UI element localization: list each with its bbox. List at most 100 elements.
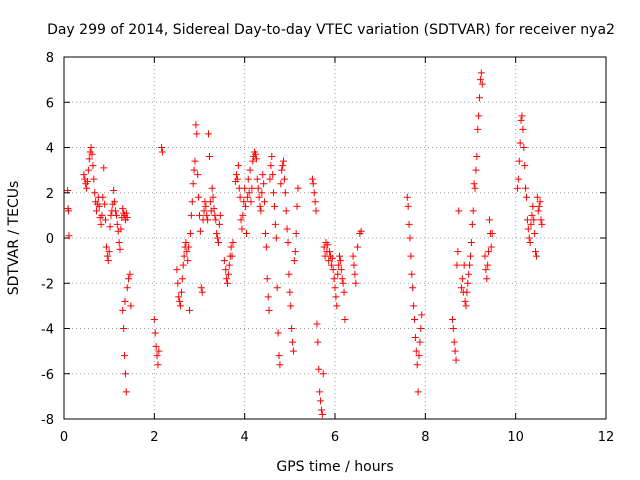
data-point bbox=[313, 320, 321, 328]
data-point bbox=[179, 261, 187, 269]
data-point bbox=[354, 243, 362, 251]
data-point bbox=[173, 266, 181, 274]
data-point bbox=[413, 361, 421, 369]
data-point bbox=[191, 157, 199, 165]
data-point bbox=[186, 229, 194, 237]
data-point bbox=[110, 186, 118, 194]
data-point bbox=[474, 125, 482, 133]
data-point bbox=[212, 216, 220, 224]
data-point bbox=[198, 288, 206, 296]
data-point bbox=[453, 261, 461, 269]
data-point bbox=[405, 220, 413, 228]
data-point bbox=[409, 284, 417, 292]
data-point bbox=[214, 234, 222, 242]
data-point bbox=[190, 166, 198, 174]
data-point bbox=[119, 306, 127, 314]
data-point bbox=[317, 397, 325, 405]
data-point bbox=[122, 388, 130, 396]
data-point bbox=[195, 193, 203, 201]
data-point bbox=[262, 243, 270, 251]
data-point bbox=[416, 338, 424, 346]
data-point bbox=[246, 166, 254, 174]
data-point bbox=[522, 184, 530, 192]
data-point bbox=[403, 193, 411, 201]
data-point bbox=[485, 216, 493, 224]
data-point bbox=[288, 325, 296, 332]
data-point bbox=[330, 275, 338, 283]
data-point bbox=[270, 202, 278, 210]
data-point bbox=[488, 229, 496, 237]
data-point bbox=[106, 223, 114, 231]
data-point bbox=[335, 261, 343, 269]
x-tick-label: 4 bbox=[241, 430, 249, 445]
data-point bbox=[65, 207, 73, 215]
data-point bbox=[336, 257, 344, 265]
data-point bbox=[150, 315, 158, 323]
data-point bbox=[241, 184, 249, 192]
data-point bbox=[97, 220, 105, 228]
data-point bbox=[127, 302, 135, 310]
data-point bbox=[279, 162, 287, 170]
data-point bbox=[120, 325, 128, 332]
data-point bbox=[286, 288, 294, 296]
data-point bbox=[476, 94, 484, 102]
x-tick-label: 8 bbox=[421, 430, 429, 445]
data-point bbox=[83, 177, 91, 185]
data-point bbox=[234, 162, 242, 170]
data-point bbox=[206, 198, 214, 206]
data-points bbox=[64, 69, 546, 418]
data-point bbox=[102, 243, 110, 251]
data-point bbox=[449, 325, 457, 332]
data-point bbox=[264, 293, 272, 301]
data-point bbox=[273, 284, 281, 292]
data-point bbox=[267, 162, 275, 170]
y-tick-label: 4 bbox=[46, 142, 54, 157]
data-point bbox=[89, 162, 97, 170]
data-point bbox=[519, 125, 527, 133]
data-point bbox=[336, 252, 344, 260]
data-point bbox=[121, 370, 129, 378]
data-point bbox=[259, 171, 267, 179]
data-point bbox=[282, 207, 290, 215]
data-point bbox=[532, 252, 540, 260]
data-point bbox=[115, 239, 123, 247]
data-point bbox=[238, 225, 246, 233]
data-point bbox=[255, 193, 263, 201]
data-point bbox=[213, 229, 221, 237]
data-point bbox=[121, 297, 129, 305]
data-point bbox=[261, 229, 269, 237]
data-point bbox=[515, 157, 523, 165]
data-point bbox=[534, 207, 542, 215]
data-point bbox=[517, 116, 525, 124]
data-point bbox=[316, 388, 324, 396]
data-point bbox=[197, 284, 205, 292]
data-point bbox=[257, 207, 265, 215]
data-point bbox=[99, 193, 107, 201]
y-tick-label: 8 bbox=[46, 51, 54, 66]
data-point bbox=[472, 166, 480, 174]
data-point bbox=[324, 241, 332, 249]
data-point bbox=[274, 329, 282, 337]
data-point bbox=[451, 347, 459, 355]
data-point bbox=[463, 288, 471, 296]
data-point bbox=[314, 338, 322, 346]
data-point bbox=[126, 270, 134, 278]
data-point bbox=[100, 164, 108, 172]
x-tick-label: 0 bbox=[60, 430, 68, 445]
data-point bbox=[103, 252, 111, 260]
data-point bbox=[334, 270, 342, 278]
data-point bbox=[158, 144, 166, 151]
data-point bbox=[329, 266, 337, 274]
data-point bbox=[205, 153, 213, 161]
data-point bbox=[105, 248, 113, 256]
data-point bbox=[469, 207, 477, 215]
data-point bbox=[275, 352, 283, 360]
data-point bbox=[536, 198, 544, 206]
data-point bbox=[294, 184, 302, 192]
data-point bbox=[410, 315, 418, 323]
data-point bbox=[233, 171, 241, 179]
data-point bbox=[467, 252, 474, 260]
data-point bbox=[528, 211, 536, 219]
data-point bbox=[481, 252, 489, 260]
data-point bbox=[84, 166, 92, 174]
